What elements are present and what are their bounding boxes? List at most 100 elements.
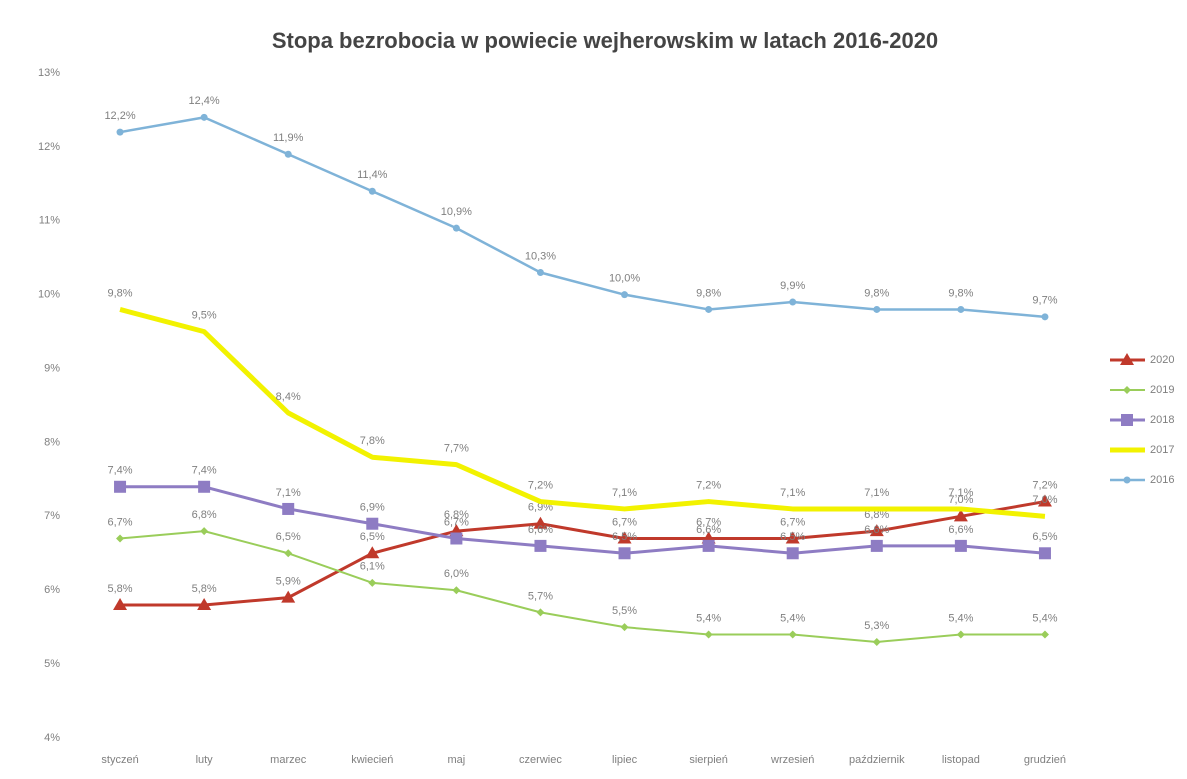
marker: [536, 608, 545, 617]
y-tick-label: 4%: [44, 732, 60, 744]
y-tick-label: 12%: [38, 141, 60, 153]
marker: [452, 224, 460, 232]
data-label: 9,8%: [696, 287, 721, 299]
marker: [368, 187, 376, 195]
marker: [114, 480, 127, 493]
data-label: 6,7%: [696, 516, 721, 528]
marker: [450, 532, 463, 545]
marker: [957, 305, 965, 313]
marker: [953, 509, 968, 522]
series-line: [120, 485, 1046, 555]
data-label: 5,7%: [528, 590, 553, 602]
marker: [536, 269, 544, 276]
data-label: 6,8%: [192, 509, 217, 521]
marker: [1038, 547, 1051, 560]
marker: [618, 547, 631, 560]
marker: [873, 305, 881, 313]
marker: [872, 637, 881, 646]
marker: [200, 527, 209, 536]
marker: [786, 547, 799, 560]
marker: [705, 305, 713, 313]
x-tick-label: październik: [849, 754, 905, 766]
data-label: 6,5%: [276, 531, 301, 543]
data-label: 7,1%: [276, 487, 301, 499]
x-tick-label: czerwiec: [519, 754, 562, 766]
data-label: 7,8%: [360, 435, 385, 447]
legend-label: 2019: [1150, 384, 1174, 396]
data-label: 7,7%: [444, 443, 469, 455]
marker: [452, 586, 461, 595]
series-line: [120, 500, 1046, 607]
data-label: 9,8%: [864, 287, 889, 299]
data-label: 5,4%: [948, 612, 973, 624]
data-label: 6,8%: [864, 509, 889, 521]
y-tick-label: 7%: [44, 510, 60, 522]
data-label: 12,2%: [104, 110, 135, 122]
data-label: 7,1%: [864, 487, 889, 499]
x-tick-label: listopad: [942, 754, 980, 766]
data-label: 6,1%: [360, 561, 385, 573]
y-tick-label: 5%: [44, 658, 60, 670]
data-label: 10,0%: [609, 273, 640, 285]
data-label: 5,8%: [108, 583, 133, 595]
data-label: 7,1%: [780, 487, 805, 499]
marker: [116, 534, 125, 543]
x-tick-label: wrzesień: [770, 754, 814, 766]
chart-title: Stopa bezrobocia w powiecie wejherowskim…: [272, 28, 938, 53]
data-label: 5,4%: [780, 612, 805, 624]
data-label: 7,2%: [696, 479, 721, 491]
marker: [368, 578, 377, 587]
data-label: 6,5%: [780, 531, 805, 543]
data-label: 9,5%: [192, 310, 217, 322]
data-label: 11,9%: [273, 132, 304, 144]
data-label: 9,8%: [948, 287, 973, 299]
data-label: 12,4%: [189, 95, 220, 107]
marker: [956, 630, 965, 639]
marker: [870, 539, 883, 552]
data-label: 6,0%: [444, 568, 469, 580]
marker: [1041, 313, 1049, 321]
data-label: 6,7%: [780, 516, 805, 528]
marker: [869, 524, 884, 537]
legend-label: 2017: [1150, 444, 1174, 456]
marker: [617, 531, 632, 544]
marker: [366, 517, 379, 530]
x-tick-label: sierpień: [689, 754, 728, 766]
data-label: 10,9%: [441, 206, 472, 218]
data-label: 5,4%: [1032, 612, 1057, 624]
data-label: 9,9%: [780, 280, 805, 292]
marker: [534, 539, 547, 552]
data-label: 6,7%: [444, 516, 469, 528]
y-tick-label: 8%: [44, 436, 60, 448]
y-tick-label: 6%: [44, 584, 60, 596]
marker: [785, 531, 800, 544]
data-label: 6,5%: [360, 531, 385, 543]
marker: [1123, 476, 1131, 484]
x-tick-label: lipiec: [612, 754, 638, 766]
marker: [116, 128, 124, 136]
y-tick-label: 11%: [39, 215, 60, 227]
x-tick-label: grudzień: [1024, 754, 1066, 766]
marker: [789, 298, 797, 306]
data-label: 7,2%: [528, 479, 553, 491]
data-label: 8,4%: [276, 391, 301, 403]
x-tick-label: kwiecień: [351, 754, 393, 766]
data-label: 7,4%: [192, 465, 217, 477]
data-label: 5,5%: [612, 605, 637, 617]
data-label: 10,3%: [525, 250, 556, 262]
marker: [197, 598, 212, 610]
data-label: 6,6%: [696, 524, 721, 536]
data-label: 5,4%: [696, 612, 721, 624]
y-tick-label: 10%: [38, 289, 60, 301]
marker: [282, 502, 295, 515]
marker: [788, 630, 797, 639]
data-label: 7,0%: [948, 494, 973, 506]
marker: [702, 539, 715, 552]
marker: [1120, 353, 1134, 365]
data-label: 7,4%: [108, 465, 133, 477]
data-label: 6,8%: [444, 509, 469, 521]
series-line: [119, 307, 1046, 519]
data-label: 9,8%: [108, 287, 133, 299]
marker: [365, 546, 380, 559]
